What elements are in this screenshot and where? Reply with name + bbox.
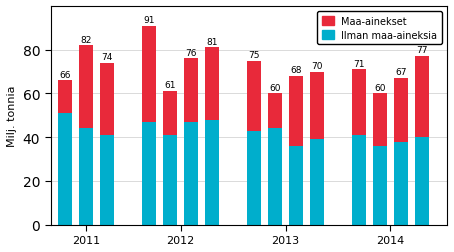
Bar [415,138,429,225]
Text: 61: 61 [164,81,176,90]
Bar [79,129,93,225]
Text: 70: 70 [311,61,323,71]
Y-axis label: Milj. tonnia: Milj. tonnia [7,85,17,146]
Bar [268,129,282,225]
Bar [163,92,177,135]
Text: 76: 76 [185,48,197,57]
Text: 82: 82 [80,36,92,44]
Bar [205,48,219,120]
Bar [352,135,366,225]
Bar [100,135,114,225]
Bar [247,61,261,131]
Bar [310,140,324,225]
Text: 67: 67 [395,68,407,77]
Legend: Maa-ainekset, Ilman maa-aineksia: Maa-ainekset, Ilman maa-aineksia [317,12,442,45]
Bar [59,81,72,114]
Bar [100,64,114,135]
Bar [59,114,72,225]
Bar [415,57,429,138]
Bar [373,94,387,146]
Bar [268,94,282,129]
Bar [352,70,366,135]
Bar [289,77,303,146]
Bar [184,59,198,122]
Bar [310,72,324,140]
Text: 60: 60 [269,83,281,92]
Text: 66: 66 [59,70,71,79]
Bar [289,146,303,225]
Text: 68: 68 [290,66,302,75]
Bar [247,131,261,225]
Text: 77: 77 [416,46,428,55]
Bar [79,46,93,129]
Text: 91: 91 [143,16,155,25]
Text: 60: 60 [374,83,385,92]
Text: 81: 81 [206,38,218,47]
Bar [142,26,156,122]
Text: 75: 75 [248,51,260,60]
Bar [394,142,408,225]
Bar [163,135,177,225]
Text: 74: 74 [102,53,113,62]
Bar [394,79,408,142]
Bar [142,122,156,225]
Text: 71: 71 [353,59,365,68]
Bar [373,146,387,225]
Bar [184,122,198,225]
Bar [205,120,219,225]
